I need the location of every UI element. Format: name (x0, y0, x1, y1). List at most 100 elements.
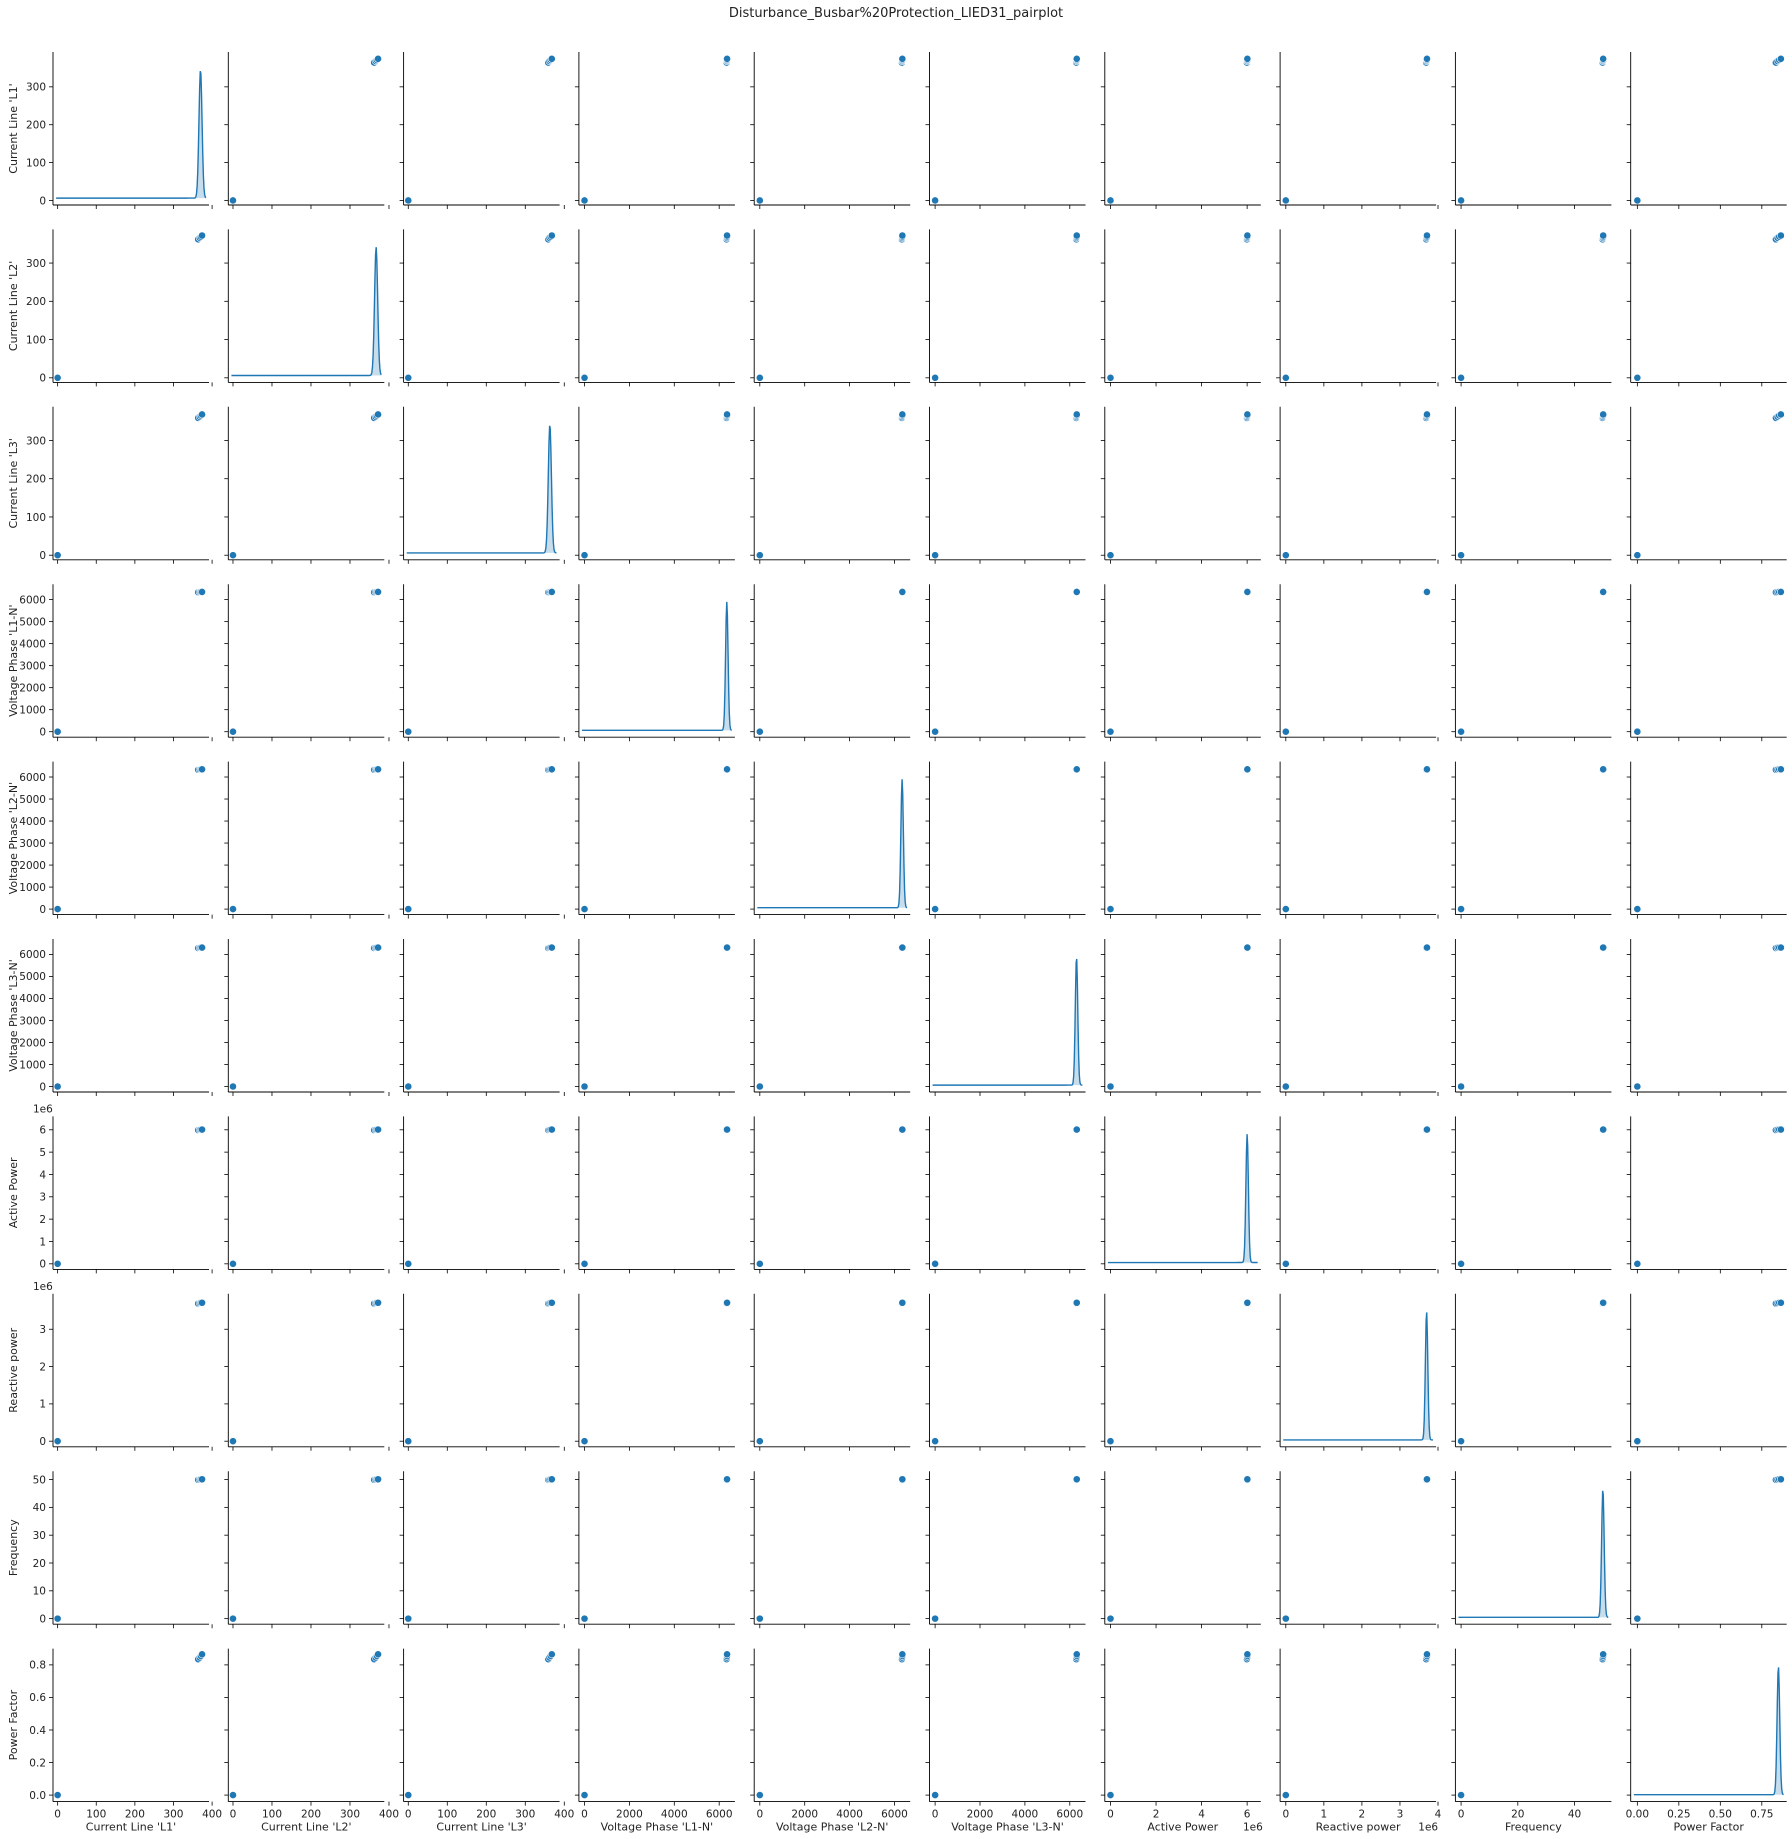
y-offset-label: 1e6 (33, 1281, 53, 1293)
panel-current-line-l2-vs-voltage-phase-l2-n (750, 229, 911, 387)
y-tick-label: 0 (39, 195, 46, 207)
scatter-point (198, 1298, 206, 1307)
scatter-point (1072, 1125, 1081, 1134)
x-tick-label: 0 (1282, 1809, 1289, 1821)
panel-voltage-phase-l3-n-vs-current-line-l2 (224, 939, 390, 1096)
kde-fill (757, 779, 908, 908)
panel-current-line-l2-vs-power-factor (1626, 229, 1787, 387)
x-tick-label: 2000 (967, 1809, 994, 1821)
y-tick-label: 6000 (19, 772, 46, 784)
x-tick-label: 0 (230, 1809, 237, 1821)
x-tick-label: 300 (340, 1809, 360, 1821)
x-tick-label: 6000 (881, 1809, 908, 1821)
scatter-point (580, 551, 589, 560)
panel-reactive-power-vs-voltage-phase-l3-n (925, 1293, 1086, 1451)
panel-current-line-l1-vs-voltage-phase-l1-n (574, 52, 735, 209)
x-tick-label: 2000 (616, 1809, 643, 1821)
scatter-point (580, 905, 589, 913)
x-tick-label: 300 (163, 1809, 183, 1821)
y-tick-label: 2 (39, 1214, 46, 1226)
scatter-point (547, 588, 556, 596)
panel-active-power-vs-frequency (1451, 1116, 1612, 1274)
panel-voltage-phase-l1-n-vs-power-factor (1626, 584, 1787, 742)
scatter-point (198, 1650, 206, 1659)
kde-fill (1283, 1312, 1433, 1440)
scatter-point (1106, 1082, 1115, 1091)
kde-fill (582, 601, 732, 731)
panel-current-line-l1-vs-frequency (1451, 52, 1612, 209)
scatter-point (547, 1125, 556, 1134)
scatter-point (1243, 410, 1252, 419)
scatter-point (1243, 1298, 1252, 1307)
scatter-point (898, 588, 907, 596)
y-tick-label: 10 (33, 1586, 46, 1598)
y-tick-label: 2 (39, 1361, 46, 1373)
x-tick-label: 0 (932, 1809, 939, 1821)
scatter-point (1633, 373, 1642, 382)
scatter-point (1633, 1259, 1642, 1268)
scatter-point (1633, 727, 1642, 736)
panel-current-line-l3-vs-voltage-phase-l2-n (750, 406, 911, 564)
kde-fill (932, 959, 1083, 1086)
y-tick-label: 0 (39, 1081, 46, 1093)
y-tick-label: 2000 (19, 1037, 46, 1049)
x-tick-label: 200 (476, 1809, 496, 1821)
panel-frequency-vs-reactive-power (1276, 1471, 1439, 1629)
scatter-point (198, 1475, 206, 1484)
scatter-point (1599, 943, 1608, 952)
panel-current-line-l1-vs-active-power (1100, 52, 1261, 209)
scatter-point (931, 196, 940, 205)
x-offset-label: 1e6 (1243, 1822, 1263, 1834)
y-tick-label: 1 (39, 1399, 46, 1411)
scatter-point (229, 1614, 237, 1623)
panel-active-power-vs-voltage-phase-l2-n (750, 1116, 911, 1274)
y-tick-label: 6000 (19, 949, 46, 961)
scatter-point (580, 1082, 589, 1091)
x-tick-label: 2000 (791, 1809, 818, 1821)
scatter-point (931, 727, 940, 736)
scatter-point (1599, 1298, 1608, 1307)
scatter-point (53, 727, 62, 736)
scatter-point (1072, 54, 1081, 63)
y-axis-label-voltage-phase-l3-n: Voltage Phase 'L3-N' (7, 959, 20, 1071)
scatter-point (1457, 727, 1465, 736)
panel-current-line-l1-vs-reactive-power (1276, 52, 1439, 209)
scatter-point (374, 1650, 382, 1659)
panel-power-factor-vs-reactive-power: 0 1 2 3 4 Reactive power 1e6 (1276, 1648, 1442, 1834)
y-axis-label-active-power: Active Power (7, 1157, 20, 1228)
y-tick-label: 5000 (19, 971, 46, 983)
y-tick-label: 1000 (19, 882, 46, 894)
panel-current-line-l3-vs-frequency (1451, 406, 1612, 564)
scatter-point (1281, 1082, 1290, 1091)
panel-frequency-vs-frequency (1451, 1471, 1612, 1629)
scatter-point (898, 943, 907, 952)
scatter-point (1633, 1614, 1642, 1623)
scatter-point (580, 196, 589, 205)
x-axis-label-frequency: Frequency (1505, 1821, 1562, 1834)
scatter-point (723, 1475, 731, 1484)
scatter-point (547, 1475, 556, 1484)
panel-reactive-power-vs-reactive-power (1276, 1293, 1439, 1451)
panel-active-power-vs-current-line-l1: 0 1 2 3 4 5 6 Active Power 1e6 (7, 1103, 213, 1274)
kde-line-active-power (1107, 1134, 1258, 1264)
scatter-point (1243, 54, 1252, 63)
kde-line-current-line-l1 (56, 70, 207, 199)
scatter-point (1776, 765, 1785, 774)
scatter-point (755, 1437, 764, 1446)
scatter-point (1599, 1125, 1608, 1134)
panel-frequency-vs-power-factor (1626, 1471, 1787, 1629)
y-tick-label: 0 (39, 1259, 46, 1271)
y-tick-label: 5000 (19, 616, 46, 628)
y-tick-label: 6 (39, 1125, 46, 1137)
panel-current-line-l3-vs-active-power (1100, 406, 1261, 564)
panel-current-line-l2-vs-current-line-l2 (224, 229, 390, 387)
y-tick-label: 0.6 (29, 1692, 46, 1704)
scatter-point (580, 1259, 589, 1268)
scatter-point (1599, 410, 1608, 419)
panel-current-line-l3-vs-current-line-l1: 0 100 200 300 Current Line 'L3' (7, 406, 213, 564)
x-tick-label: 40 (1568, 1809, 1581, 1821)
scatter-point (580, 1791, 589, 1799)
scatter-point (198, 588, 206, 596)
y-tick-label: 4000 (19, 993, 46, 1005)
